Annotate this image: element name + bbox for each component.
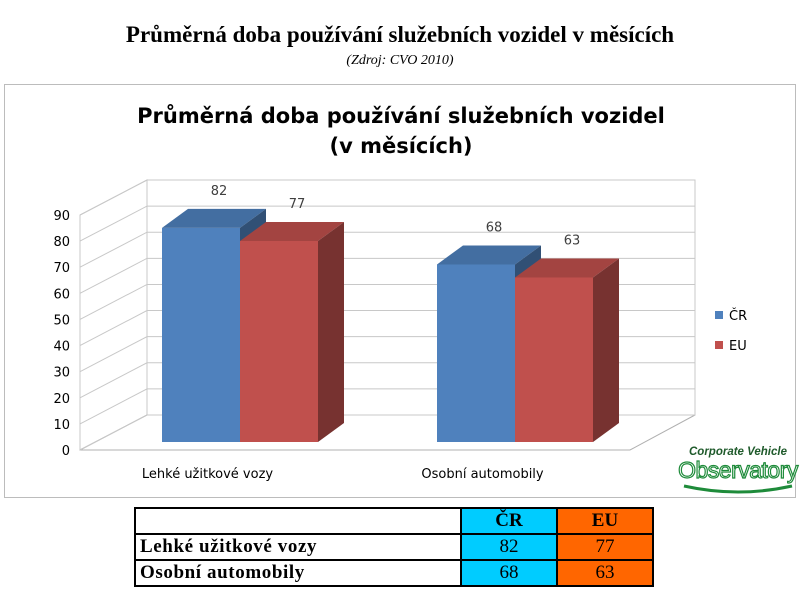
table-cell-cz: 68 <box>460 559 558 587</box>
bar-data-label: 63 <box>564 234 581 249</box>
y-tick-label: 90 <box>53 209 70 224</box>
legend-label: EU <box>729 339 747 354</box>
bar-side <box>593 258 619 442</box>
bar-top <box>437 245 541 265</box>
chart-legend: ČR EU <box>715 308 747 354</box>
y-tick-label: 70 <box>53 261 70 276</box>
chart-svg: 0 10 20 30 40 50 60 70 80 90 82 77 Lehké užitkové vo… <box>53 104 747 482</box>
page-title: Průměrná doba používání služebních vozid… <box>125 22 675 47</box>
bar-data-label: 77 <box>289 197 306 212</box>
table-cell-eu: 77 <box>556 533 654 561</box>
chart-title-line1: Průměrná doba používání služebních vozid… <box>137 104 665 128</box>
y-tick-label: 50 <box>53 313 70 328</box>
chart-labels: 0 10 20 30 40 50 60 70 80 90 82 77 Lehké užitkové vo… <box>53 184 580 482</box>
bar-top <box>162 208 266 228</box>
cvo-logo: Corporate Vehicle Observatory <box>676 444 800 496</box>
data-table: ČR EU Lehké užitkové vozy 82 77 Osobní a… <box>134 507 654 587</box>
y-tick-label: 60 <box>53 287 70 302</box>
table-header-row: ČR EU <box>134 507 654 535</box>
chart-gridline <box>79 179 695 216</box>
bar-data-label: 82 <box>211 184 228 199</box>
chart-frame: 0 10 20 30 40 50 60 70 80 90 82 77 Lehké užitkové vo… <box>4 84 796 498</box>
table-corner-cell <box>134 507 462 535</box>
y-tick-label: 10 <box>53 418 70 433</box>
x-category-label: Osobní automobily <box>421 467 544 482</box>
legend-swatch <box>715 311 723 319</box>
chart-gridline <box>79 231 695 268</box>
chart-bars <box>162 208 619 442</box>
table-row: Osobní automobily 68 63 <box>134 559 654 587</box>
bar-front <box>437 264 515 442</box>
y-tick-label: 20 <box>53 392 70 407</box>
bar-data-label: 68 <box>486 220 503 235</box>
logo-line2: Observatory <box>678 457 799 483</box>
bar-side <box>318 221 344 442</box>
table-row-label: Lehké užitkové vozy <box>134 533 462 561</box>
logo-line1: Corporate Vehicle <box>689 446 787 458</box>
x-category-label: Lehké užitkové vozy <box>142 467 274 482</box>
legend-label: ČR <box>729 308 747 324</box>
bar-front <box>162 227 240 442</box>
table-row-label: Osobní automobily <box>134 559 462 587</box>
y-tick-label: 30 <box>53 366 70 381</box>
table-cell-eu: 63 <box>556 559 654 587</box>
y-tick-label: 0 <box>62 444 70 459</box>
table-header-eu: EU <box>556 507 654 535</box>
page-subtitle: (Zdroj: CVO 2010) <box>346 53 454 68</box>
y-tick-label: 40 <box>53 340 70 355</box>
bar-front <box>240 240 318 442</box>
legend-swatch <box>715 341 723 349</box>
bar-top <box>240 221 344 241</box>
chart-gridline <box>79 205 695 242</box>
table-row: Lehké užitkové vozy 82 77 <box>134 533 654 561</box>
table-header-cz: ČR <box>460 507 558 535</box>
bar-top <box>515 258 619 278</box>
chart-side-wall <box>79 179 148 451</box>
bar-front <box>515 277 593 442</box>
table-cell-cz: 82 <box>460 533 558 561</box>
logo-swoosh-icon <box>683 484 793 494</box>
chart-title-line2: (v měsících) <box>329 134 472 158</box>
y-tick-label: 80 <box>53 235 70 250</box>
